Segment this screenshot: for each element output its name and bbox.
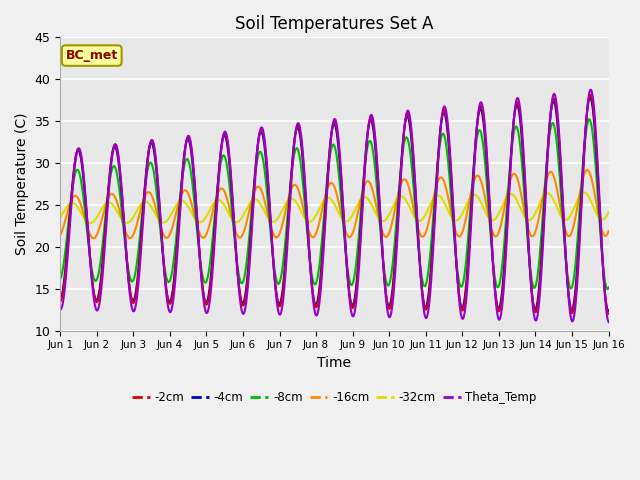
-8cm <box>289 159 297 165</box>
-8cm <box>121 240 129 245</box>
Line: -2cm: -2cm <box>60 95 609 314</box>
-8cm <box>604 286 611 292</box>
Legend: -2cm, -4cm, -8cm, -16cm, -32cm, Theta_Temp: -2cm, -4cm, -8cm, -16cm, -32cm, Theta_Te… <box>127 386 541 409</box>
-8cm <box>56 276 64 282</box>
-8cm <box>369 144 376 150</box>
Title: Soil Temperatures Set A: Soil Temperatures Set A <box>236 15 433 33</box>
-16cm <box>122 228 129 234</box>
Theta_Temp <box>369 113 376 119</box>
Text: BC_met: BC_met <box>66 49 118 62</box>
Line: -16cm: -16cm <box>60 170 609 238</box>
-2cm <box>300 171 308 177</box>
Y-axis label: Soil Temperature (C): Soil Temperature (C) <box>15 113 29 255</box>
-16cm <box>583 167 591 173</box>
-4cm <box>99 259 106 264</box>
-2cm <box>289 154 297 160</box>
-16cm <box>99 212 107 218</box>
Line: -32cm: -32cm <box>60 192 609 223</box>
-2cm <box>605 311 612 317</box>
Line: -4cm: -4cm <box>60 97 609 311</box>
Theta_Temp <box>121 231 129 237</box>
-32cm <box>369 204 376 210</box>
-2cm <box>586 92 594 97</box>
-4cm <box>586 95 594 100</box>
-16cm <box>310 233 318 239</box>
-32cm <box>86 220 94 226</box>
-16cm <box>56 232 64 238</box>
Theta_Temp <box>310 305 318 311</box>
-4cm <box>300 176 308 182</box>
-4cm <box>289 152 297 158</box>
-8cm <box>310 281 318 287</box>
Theta_Temp <box>289 157 297 163</box>
Theta_Temp <box>587 87 595 93</box>
-32cm <box>99 204 107 210</box>
-32cm <box>580 190 588 195</box>
-32cm <box>310 215 318 221</box>
-8cm <box>300 194 308 200</box>
-8cm <box>605 285 612 290</box>
Theta_Temp <box>56 307 64 312</box>
-32cm <box>122 220 129 226</box>
-2cm <box>310 299 318 304</box>
Theta_Temp <box>99 273 106 278</box>
-2cm <box>369 117 376 123</box>
-2cm <box>56 299 64 304</box>
X-axis label: Time: Time <box>317 356 351 370</box>
-4cm <box>369 120 376 126</box>
-4cm <box>604 308 612 314</box>
Line: Theta_Temp: Theta_Temp <box>60 90 609 322</box>
Theta_Temp <box>605 319 612 325</box>
-32cm <box>605 209 612 215</box>
-16cm <box>289 183 297 189</box>
-16cm <box>301 212 308 217</box>
-4cm <box>121 234 129 240</box>
Line: -8cm: -8cm <box>60 119 609 289</box>
-32cm <box>56 215 64 221</box>
-16cm <box>90 235 97 241</box>
-8cm <box>99 241 106 247</box>
-8cm <box>586 116 593 122</box>
-2cm <box>121 231 129 237</box>
-16cm <box>605 228 612 234</box>
-2cm <box>99 263 106 268</box>
-32cm <box>301 215 308 220</box>
-4cm <box>56 297 64 302</box>
-32cm <box>289 196 297 202</box>
-4cm <box>605 308 612 313</box>
Theta_Temp <box>300 168 308 173</box>
-16cm <box>369 187 376 193</box>
-4cm <box>310 298 318 304</box>
